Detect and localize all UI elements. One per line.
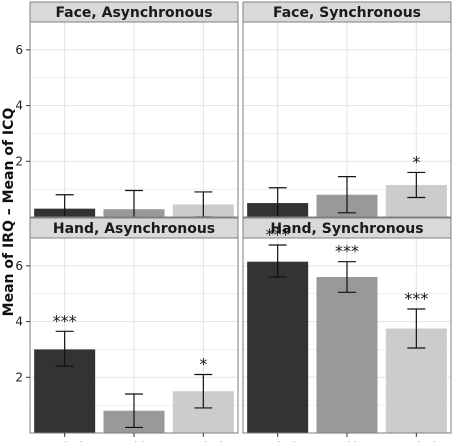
panel-3: Hand, Synchronous*********	[242, 217, 452, 434]
error-bar	[125, 393, 143, 429]
panel-1: Face, Synchronous *	[242, 1, 452, 218]
panel-border	[242, 21, 452, 218]
y-tick-label: 6	[15, 43, 23, 57]
error-bar	[194, 373, 213, 409]
significance-label: ***	[404, 289, 428, 308]
y-tick-label: 2	[15, 154, 23, 168]
significance-label: *	[199, 355, 207, 374]
significance-label: ***	[266, 225, 290, 244]
panel-title: Hand, Asynchronous	[53, 221, 215, 237]
error-bar	[407, 308, 426, 349]
x-axis: ParaplegicsHealthyTetraplegicsParaplegic…	[36, 433, 446, 442]
error-bar	[338, 176, 356, 214]
panels: Face, Asynchronous 2 4 6 Face, Synchronous * H…	[15, 1, 452, 434]
panel-title: Face, Synchronous	[273, 5, 421, 21]
y-tick-label: 6	[15, 259, 23, 273]
y-tick-label: 2	[15, 370, 23, 384]
panel-border	[29, 21, 239, 218]
panel-title: Face, Asynchronous	[55, 5, 212, 21]
bar-paraplegics	[247, 261, 309, 433]
panel-2: Hand, Asynchronous****246	[15, 217, 239, 434]
error-bar	[268, 244, 287, 278]
significance-label: ***	[53, 311, 77, 330]
significance-label: *	[412, 152, 420, 171]
panel-0: Face, Asynchronous 2 4 6	[15, 1, 239, 231]
y-tick-label: 4	[15, 315, 23, 329]
error-bar	[338, 261, 356, 293]
panel-title: Hand, Synchronous	[270, 221, 423, 237]
error-bar	[407, 171, 426, 199]
significance-label: ***	[335, 242, 359, 261]
bar-healthy	[316, 277, 378, 433]
y-tick-label: 4	[15, 99, 23, 113]
y-axis-label: Mean of IRQ – Mean of ICQ	[1, 108, 17, 317]
error-bar	[55, 330, 74, 367]
